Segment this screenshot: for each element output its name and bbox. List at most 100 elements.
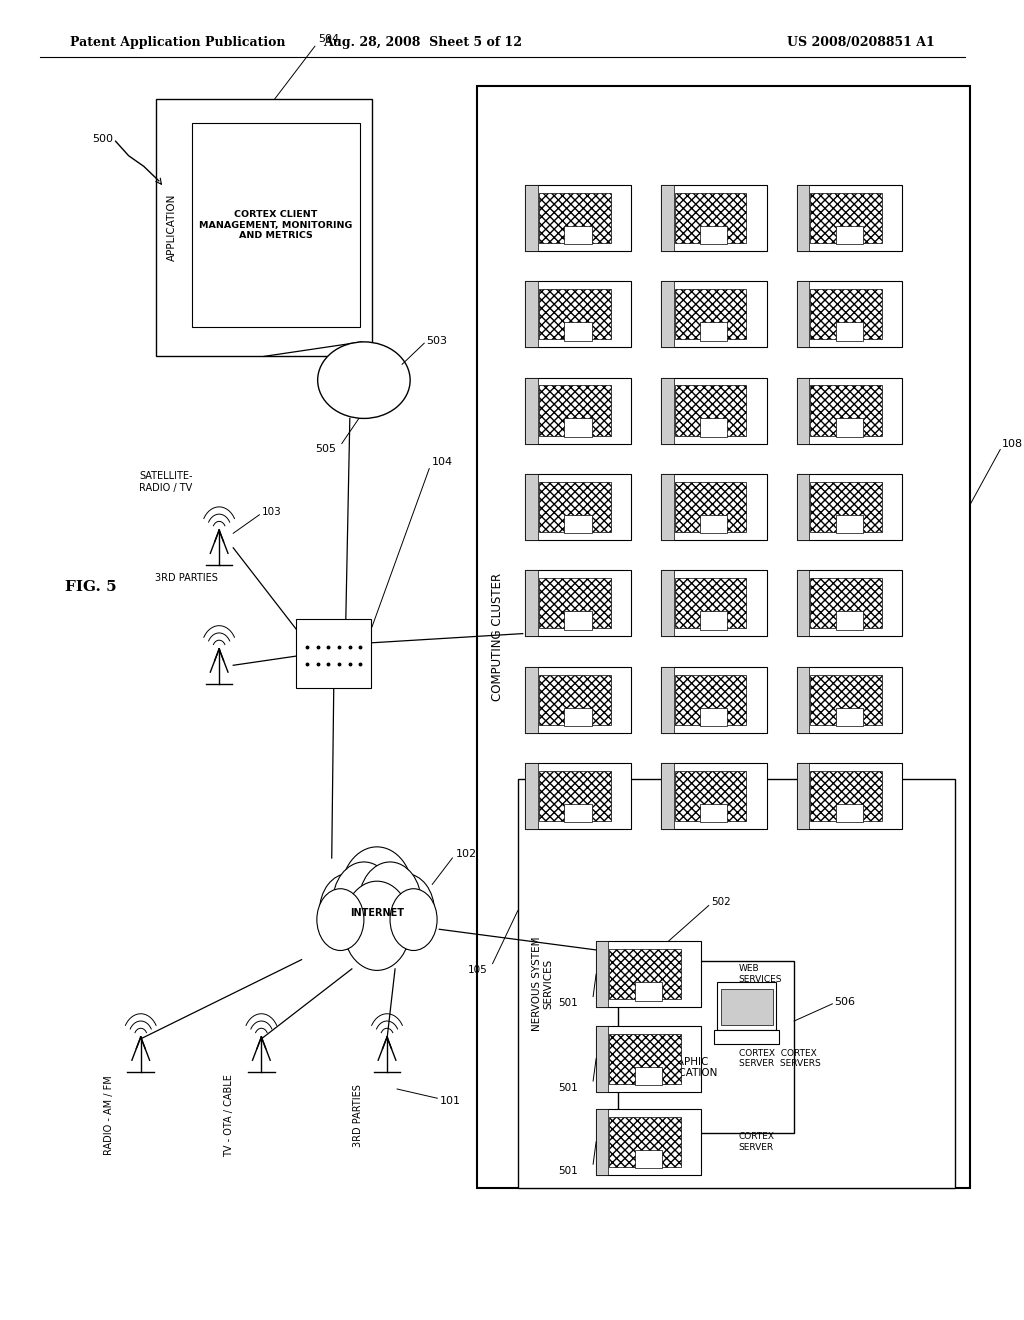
Text: 505: 505 [314,444,336,454]
FancyBboxPatch shape [797,570,809,636]
FancyBboxPatch shape [525,763,538,829]
FancyBboxPatch shape [700,515,727,533]
FancyBboxPatch shape [525,667,538,733]
Text: 503: 503 [426,335,447,346]
FancyBboxPatch shape [539,578,610,628]
FancyBboxPatch shape [660,185,674,251]
FancyBboxPatch shape [714,1030,779,1044]
Text: 103: 103 [261,507,282,517]
FancyBboxPatch shape [721,990,772,1024]
FancyBboxPatch shape [675,578,746,628]
FancyBboxPatch shape [810,385,882,436]
FancyBboxPatch shape [477,86,970,1188]
Text: 500: 500 [92,133,114,144]
FancyBboxPatch shape [700,804,727,822]
Text: COMPUTING CLUSTER: COMPUTING CLUSTER [492,573,504,701]
Text: 504: 504 [317,33,339,44]
FancyBboxPatch shape [675,675,746,725]
Text: GRAPHIC
APPLICATION: GRAPHIC APPLICATION [651,1056,719,1078]
FancyBboxPatch shape [717,982,776,1030]
FancyBboxPatch shape [539,193,610,243]
Text: SATELLITE-
RADIO / TV: SATELLITE- RADIO / TV [139,471,193,492]
Text: TV - OTA / CABLE: TV - OTA / CABLE [224,1074,234,1156]
FancyBboxPatch shape [596,1109,701,1175]
FancyBboxPatch shape [635,982,663,1001]
FancyBboxPatch shape [525,185,538,251]
FancyBboxPatch shape [660,763,767,829]
FancyBboxPatch shape [596,941,701,1007]
FancyBboxPatch shape [564,515,592,533]
FancyBboxPatch shape [609,1117,681,1167]
FancyBboxPatch shape [675,193,746,243]
FancyBboxPatch shape [660,281,767,347]
FancyBboxPatch shape [797,667,809,733]
FancyBboxPatch shape [810,289,882,339]
Text: NETWORK: NETWORK [338,376,390,384]
Text: CORTEX
SERVER: CORTEX SERVER [739,1133,775,1151]
FancyBboxPatch shape [675,289,746,339]
FancyBboxPatch shape [797,763,809,829]
FancyBboxPatch shape [525,763,631,829]
FancyBboxPatch shape [797,667,902,733]
Text: RADIO - AM / FM: RADIO - AM / FM [103,1076,114,1155]
Text: CORTEX  CORTEX
SERVER  SERVERS: CORTEX CORTEX SERVER SERVERS [739,1049,820,1068]
FancyBboxPatch shape [564,708,592,726]
FancyBboxPatch shape [660,474,674,540]
FancyBboxPatch shape [564,322,592,341]
FancyBboxPatch shape [596,1026,701,1092]
FancyBboxPatch shape [596,1026,608,1092]
FancyBboxPatch shape [525,281,538,347]
FancyBboxPatch shape [836,322,863,341]
FancyBboxPatch shape [797,185,809,251]
FancyBboxPatch shape [810,482,882,532]
Text: 105: 105 [468,965,487,975]
Text: APPLICATION: APPLICATION [167,194,177,261]
FancyBboxPatch shape [660,667,674,733]
Circle shape [340,847,414,942]
Text: 104: 104 [432,457,454,467]
Circle shape [316,888,364,950]
FancyBboxPatch shape [797,378,809,444]
FancyBboxPatch shape [700,611,727,630]
Text: WEB
SERVICES: WEB SERVICES [739,965,782,983]
FancyBboxPatch shape [797,570,902,636]
FancyBboxPatch shape [525,378,538,444]
FancyBboxPatch shape [539,675,610,725]
FancyBboxPatch shape [797,281,809,347]
FancyBboxPatch shape [797,763,902,829]
FancyBboxPatch shape [660,378,767,444]
FancyBboxPatch shape [525,474,538,540]
FancyBboxPatch shape [609,949,681,999]
FancyBboxPatch shape [797,185,902,251]
FancyBboxPatch shape [836,804,863,822]
Circle shape [377,874,434,949]
FancyBboxPatch shape [675,385,746,436]
FancyBboxPatch shape [618,961,795,1133]
FancyBboxPatch shape [596,1109,608,1175]
FancyBboxPatch shape [525,570,538,636]
FancyBboxPatch shape [660,185,767,251]
FancyBboxPatch shape [836,515,863,533]
FancyBboxPatch shape [810,193,882,243]
FancyBboxPatch shape [836,708,863,726]
Text: Aug. 28, 2008  Sheet 5 of 12: Aug. 28, 2008 Sheet 5 of 12 [323,36,521,49]
Text: FIG. 5: FIG. 5 [65,581,117,594]
Text: 502: 502 [711,896,730,907]
FancyBboxPatch shape [564,804,592,822]
FancyBboxPatch shape [700,708,727,726]
Text: 501: 501 [558,1166,578,1176]
Text: 506: 506 [835,997,855,1007]
Text: 3RD PARTIES: 3RD PARTIES [155,573,217,583]
Text: NERVOUS SYSTEM
SERVICES: NERVOUS SYSTEM SERVICES [532,936,554,1031]
FancyBboxPatch shape [539,771,610,821]
FancyBboxPatch shape [810,771,882,821]
FancyBboxPatch shape [660,474,767,540]
FancyBboxPatch shape [660,378,674,444]
FancyBboxPatch shape [525,667,631,733]
FancyBboxPatch shape [810,578,882,628]
FancyBboxPatch shape [635,1067,663,1085]
FancyBboxPatch shape [296,619,372,688]
FancyBboxPatch shape [660,570,674,636]
Circle shape [343,882,411,970]
Text: 102: 102 [456,849,476,859]
